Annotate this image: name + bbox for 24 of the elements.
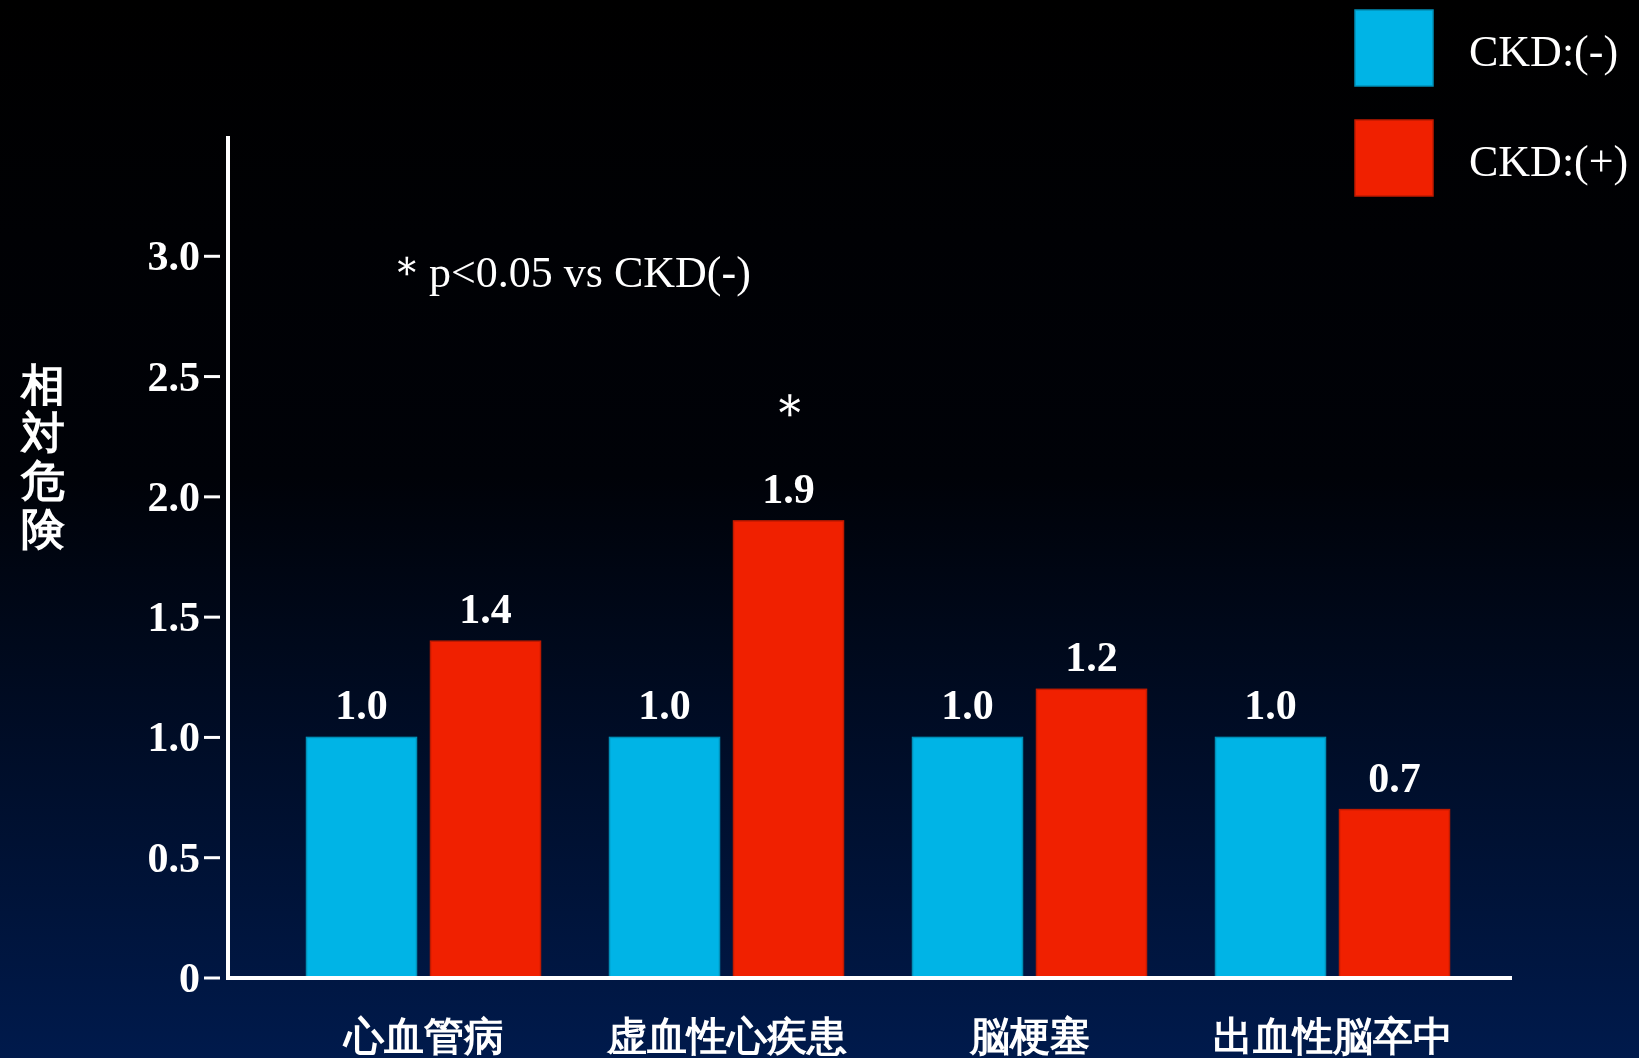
y-tick-label: 0 — [179, 955, 200, 1001]
data-label: 0.7 — [1368, 754, 1421, 801]
annotation: ＊ — [764, 384, 816, 441]
data-label: 1.9 — [762, 465, 815, 512]
data-label: 1.0 — [1244, 682, 1297, 729]
y-tick-label: 0.5 — [147, 834, 200, 881]
x-tick-label: 虚血性心疾患 — [605, 1014, 847, 1058]
data-label: 1.2 — [1065, 634, 1118, 681]
x-tick-label: 出血性脳卒中 — [1212, 1014, 1453, 1058]
data-label: 1.0 — [335, 682, 388, 729]
legend-label: CKD:(+) — [1469, 137, 1629, 186]
y-tick-label: 1.5 — [147, 594, 200, 641]
y-tick-label: 2.5 — [147, 353, 200, 400]
x-tick-label: 脳梗塞 — [968, 1014, 1090, 1058]
y-axis-title: 相対危険 — [19, 361, 66, 554]
data-label: 1.4 — [459, 586, 512, 633]
y-tick-label: 1.0 — [147, 714, 200, 761]
x-tick-label: 心血管病 — [341, 1014, 504, 1058]
y-tick-label: 2.0 — [147, 473, 200, 520]
annotation: ＊p<0.05 vs CKD(-) — [385, 248, 751, 297]
y-tick-label: 3.0 — [147, 233, 200, 280]
legend-label: CKD:(-) — [1469, 27, 1619, 76]
data-label: 1.0 — [941, 682, 994, 729]
data-label: 1.0 — [638, 682, 691, 729]
